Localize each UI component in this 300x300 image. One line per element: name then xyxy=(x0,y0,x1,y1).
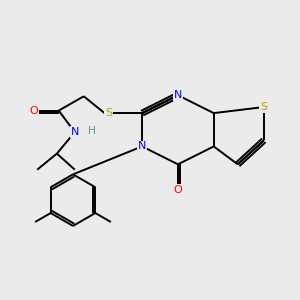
Text: O: O xyxy=(29,106,38,116)
Text: H: H xyxy=(88,126,96,136)
Text: N: N xyxy=(70,127,79,137)
Text: O: O xyxy=(174,185,182,195)
Text: N: N xyxy=(138,141,146,152)
Text: N: N xyxy=(174,90,182,100)
Text: S: S xyxy=(105,108,112,118)
Text: S: S xyxy=(260,102,267,112)
